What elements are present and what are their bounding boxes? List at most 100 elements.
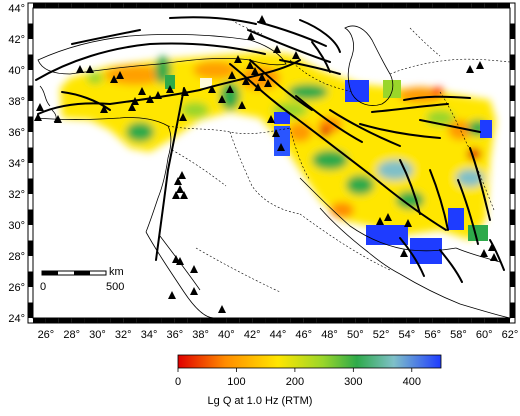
colorbar <box>177 354 442 369</box>
station-triangle-icon <box>138 87 146 95</box>
lat-tick-label: 38° <box>8 96 25 108</box>
station-triangle-icon <box>251 67 259 75</box>
station-triangle-icon <box>190 287 198 295</box>
lat-tick-label: 32° <box>8 189 25 201</box>
latitude-tick-labels: 24° 26° 28° 30° 32° 34° 36° 38° 40° 42° 44° <box>8 3 25 325</box>
station-triangle-icon <box>466 65 474 73</box>
lat-tick-label: 36° <box>8 127 25 139</box>
colorbar-tick-label: 0 <box>175 376 181 388</box>
station-triangle-icon <box>246 61 254 69</box>
station-triangle-icon <box>116 71 124 79</box>
station-triangle-icon <box>254 83 262 91</box>
station-triangle-icon <box>131 97 139 105</box>
seismic-stations <box>34 15 498 313</box>
lon-tick-label: 52° <box>373 329 390 341</box>
station-triangle-icon <box>490 253 498 261</box>
station-triangle-icon <box>86 65 94 73</box>
station-triangle-icon <box>154 91 162 99</box>
station-triangle-icon <box>376 217 384 225</box>
station-triangle-icon <box>476 61 484 69</box>
lon-tick-label: 48° <box>321 329 338 341</box>
station-triangle-icon <box>76 65 84 73</box>
station-triangle-icon <box>110 75 118 83</box>
map-border <box>27 2 516 324</box>
station-triangle-icon <box>292 51 300 59</box>
lat-tick-label: 26° <box>8 282 25 294</box>
lat-tick-label: 28° <box>8 251 25 263</box>
longitude-tick-labels: 26° 28° 30° 32° 34° 36° 38° 40° 42° 44° 46° 48° 50° 5… <box>38 329 519 341</box>
station-triangle-icon <box>208 85 216 93</box>
colorbar-tick-label: 300 <box>344 376 362 388</box>
lat-tick-label: 34° <box>8 158 25 170</box>
station-triangle-icon <box>264 79 272 87</box>
lat-tick-label: 24° <box>8 313 25 325</box>
station-triangle-icon <box>128 103 136 111</box>
station-triangle-icon <box>100 105 108 113</box>
station-triangle-icon <box>179 113 187 121</box>
station-triangle-icon <box>234 55 242 63</box>
colorbar-tick-label: 400 <box>403 376 421 388</box>
scale-unit-label: km <box>109 266 124 278</box>
station-triangle-icon <box>146 95 154 103</box>
station-triangle-icon <box>174 177 182 185</box>
station-triangle-icon <box>267 115 275 123</box>
station-triangle-icon <box>181 88 189 96</box>
lon-tick-label: 32° <box>115 329 132 341</box>
lat-tick-label: 30° <box>8 220 25 232</box>
lon-tick-label: 62° <box>502 329 519 341</box>
lon-tick-label: 28° <box>63 329 80 341</box>
lat-tick-label: 44° <box>8 3 25 15</box>
station-triangle-icon <box>384 213 392 221</box>
colorbar-tick-label: 200 <box>286 376 304 388</box>
lon-tick-label: 58° <box>450 329 467 341</box>
station-triangle-icon <box>238 101 246 109</box>
scale-start-label: 0 <box>40 281 46 293</box>
colorbar-tick-labels: 0 100 200 300 400 <box>175 368 421 388</box>
lat-tick-label: 42° <box>8 34 25 46</box>
station-triangle-icon <box>178 171 186 179</box>
lon-tick-label: 26° <box>38 329 55 341</box>
station-triangle-icon <box>273 45 281 53</box>
lon-tick-label: 34° <box>141 329 158 341</box>
station-triangle-icon <box>247 32 255 40</box>
scale-bar: km 0 500 <box>40 266 124 293</box>
lat-tick-label: 40° <box>8 65 25 77</box>
station-triangle-icon <box>272 129 280 137</box>
station-triangle-icon <box>34 113 42 121</box>
lon-tick-label: 44° <box>270 329 287 341</box>
colorbar-title: Lg Q at 1.0 Hz (RTM) <box>207 395 313 407</box>
station-triangle-icon <box>36 103 44 111</box>
station-triangle-icon <box>404 219 412 227</box>
station-triangle-icon <box>180 191 188 199</box>
station-triangle-icon <box>172 191 180 199</box>
station-triangle-icon <box>400 249 408 257</box>
lon-tick-label: 42° <box>244 329 261 341</box>
lon-tick-label: 56° <box>424 329 441 341</box>
station-triangle-icon <box>488 243 496 251</box>
station-triangle-icon <box>242 77 250 85</box>
station-triangle-icon <box>218 305 226 313</box>
lon-tick-label: 60° <box>476 329 493 341</box>
colorbar-tick-label: 100 <box>227 376 245 388</box>
station-triangle-icon <box>277 143 285 151</box>
station-triangle-icon <box>176 257 184 265</box>
station-triangle-icon <box>226 85 234 93</box>
station-triangle-icon <box>166 85 174 93</box>
lon-tick-label: 54° <box>399 329 416 341</box>
lon-tick-label: 40° <box>218 329 235 341</box>
lon-tick-label: 38° <box>192 329 209 341</box>
station-triangle-icon <box>176 185 184 193</box>
lon-tick-label: 30° <box>89 329 106 341</box>
scale-end-label: 500 <box>106 281 124 293</box>
station-triangle-icon <box>258 73 266 81</box>
station-triangle-icon <box>258 15 266 23</box>
lon-tick-label: 36° <box>166 329 183 341</box>
station-triangle-icon <box>190 265 198 273</box>
station-triangle-icon <box>218 95 226 103</box>
station-triangle-icon <box>228 71 236 79</box>
station-triangle-icon <box>54 115 62 123</box>
lon-tick-label: 50° <box>347 329 364 341</box>
lon-tick-label: 46° <box>295 329 312 341</box>
station-triangle-icon <box>480 249 488 257</box>
